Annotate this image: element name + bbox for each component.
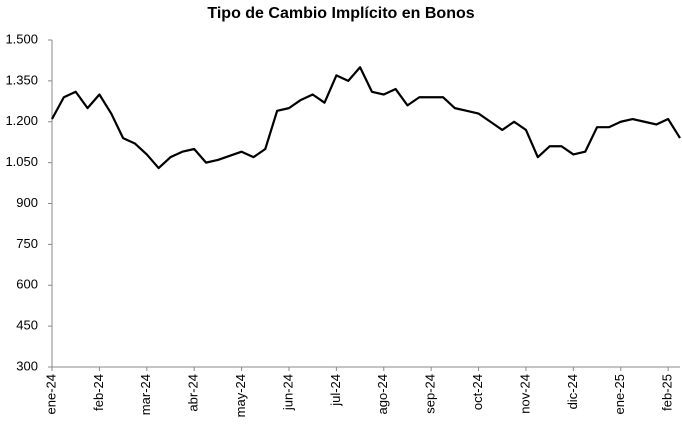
x-tick-label: nov-24 xyxy=(517,374,532,414)
x-tick-label: ene-24 xyxy=(43,374,58,414)
y-tick-label: 750 xyxy=(16,236,38,251)
y-tick-label: 300 xyxy=(16,358,38,373)
x-tick-label: ene-25 xyxy=(612,374,627,414)
x-tick-label: jul-24 xyxy=(328,374,343,407)
x-tick-label: mar-24 xyxy=(138,374,153,415)
y-tick-label: 1.350 xyxy=(5,72,38,87)
x-tick-label: feb-25 xyxy=(660,374,675,411)
x-tick-label: sep-24 xyxy=(423,374,438,414)
y-tick-label: 900 xyxy=(16,195,38,210)
y-tick-label: 450 xyxy=(16,318,38,333)
line xyxy=(51,66,681,170)
x-tick-label: ago-24 xyxy=(375,374,390,414)
x-tick-label: oct-24 xyxy=(470,374,485,410)
x-tick-label: jun-24 xyxy=(280,374,295,411)
y-tick-label: 1.050 xyxy=(5,154,38,169)
y-tick-label: 1.500 xyxy=(5,31,38,46)
x-tick-label: dic-24 xyxy=(565,374,580,409)
x-tick-label: may-24 xyxy=(233,374,248,417)
x-tick-label: abr-24 xyxy=(186,374,201,412)
y-tick-label: 600 xyxy=(16,277,38,292)
x-tick-label: feb-24 xyxy=(91,374,106,411)
y-tick-label: 1.200 xyxy=(5,113,38,128)
chart-title: Tipo de Cambio Implícito en Bonos xyxy=(207,5,474,22)
